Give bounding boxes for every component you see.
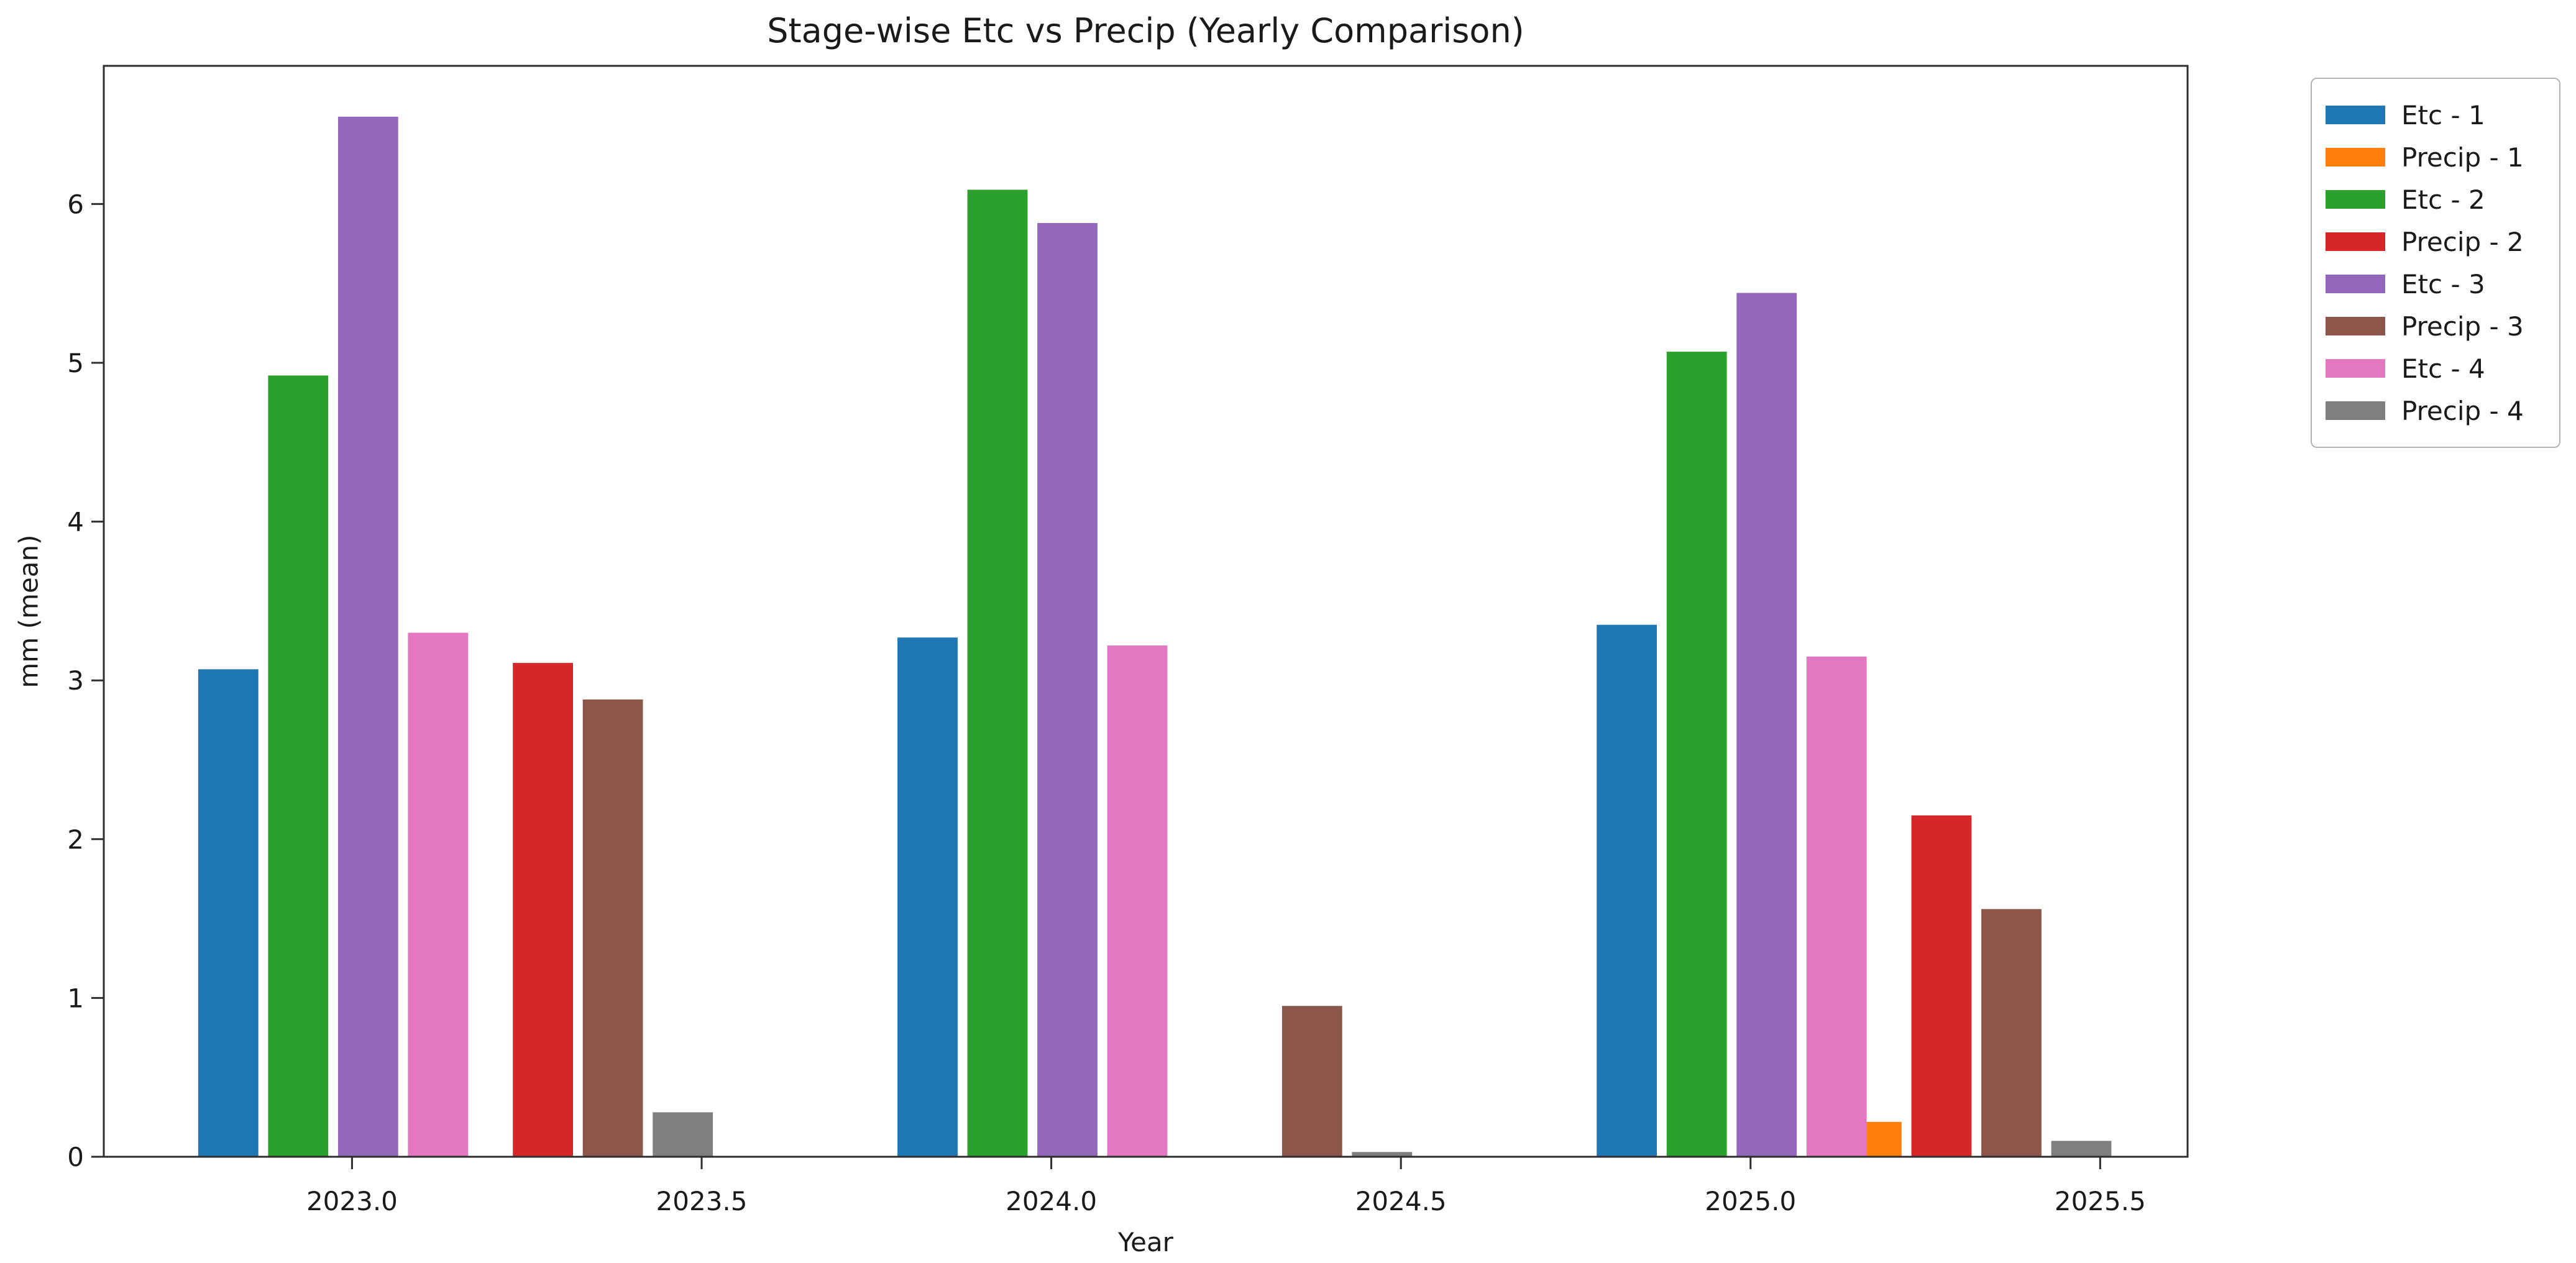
legend-item-precip-1: Precip - 1 (2326, 136, 2546, 178)
legend-label-etc-2: Etc - 2 (2401, 184, 2485, 215)
x-tick-label-2023.0: 2023.0 (306, 1186, 398, 1216)
bar-precip-2-2023 (513, 663, 573, 1157)
legend-item-precip-3: Precip - 3 (2326, 305, 2546, 347)
bar-precip-3-2023 (582, 699, 643, 1157)
x-tick-label-2024.5: 2024.5 (1355, 1186, 1447, 1216)
legend-swatch-precip-1 (2326, 148, 2385, 166)
y-tick-label-6: 6 (67, 189, 84, 219)
bar-etc-4-2025 (1806, 656, 1867, 1157)
y-tick-label-2: 2 (67, 824, 84, 855)
legend-label-precip-1: Precip - 1 (2401, 142, 2524, 173)
bar-etc-2-2025 (1666, 352, 1727, 1157)
y-tick-label-0: 0 (67, 1142, 84, 1172)
bar-etc-3-2024 (1037, 223, 1098, 1157)
legend-swatch-precip-2 (2326, 232, 2385, 251)
x-tick-label-2023.5: 2023.5 (656, 1186, 748, 1216)
legend-item-precip-4: Precip - 4 (2326, 390, 2546, 432)
legend-item-precip-2: Precip - 2 (2326, 221, 2546, 263)
legend: Etc - 1 Precip - 1 Etc - 2 Precip - 2 Etc - … (2311, 78, 2560, 448)
bar-etc-3-2025 (1736, 293, 1797, 1157)
bar-precip-3-2025 (1981, 909, 2042, 1157)
bar-etc-1-2025 (1597, 624, 1657, 1157)
legend-swatch-etc-1 (2326, 106, 2385, 124)
y-tick-label-3: 3 (67, 665, 84, 696)
legend-item-etc-3: Etc - 3 (2326, 263, 2546, 305)
x-tick-label-2025.5: 2025.5 (2055, 1186, 2146, 1216)
bar-etc-4-2023 (408, 632, 469, 1157)
legend-swatch-etc-4 (2326, 359, 2385, 378)
bar-etc-3-2023 (337, 116, 398, 1157)
legend-swatch-precip-4 (2326, 401, 2385, 420)
bar-etc-1-2023 (198, 669, 259, 1157)
bar-etc-2-2024 (967, 189, 1028, 1157)
y-tick-label-5: 5 (67, 348, 84, 378)
bar-etc-4-2024 (1107, 645, 1168, 1157)
legend-label-precip-2: Precip - 2 (2401, 226, 2524, 257)
y-tick-label-1: 1 (67, 983, 84, 1013)
legend-item-etc-1: Etc - 1 (2326, 94, 2546, 136)
bar-etc-2-2023 (268, 375, 329, 1157)
legend-item-etc-2: Etc - 2 (2326, 178, 2546, 221)
legend-label-etc-3: Etc - 3 (2401, 268, 2485, 299)
bar-precip-4-2025 (2051, 1141, 2112, 1157)
x-axis-label: Year (1118, 1227, 1173, 1257)
legend-swatch-precip-3 (2326, 317, 2385, 335)
bar-precip-3-2024 (1281, 1006, 1342, 1157)
legend-label-etc-1: Etc - 1 (2401, 99, 2485, 130)
legend-item-etc-4: Etc - 4 (2326, 347, 2546, 390)
legend-label-precip-3: Precip - 3 (2401, 311, 2524, 342)
y-tick-label-4: 4 (67, 507, 84, 537)
legend-label-etc-4: Etc - 4 (2401, 353, 2485, 384)
legend-label-precip-4: Precip - 4 (2401, 395, 2524, 426)
bar-precip-4-2024 (1352, 1152, 1413, 1157)
bar-precip-2-2025 (1911, 815, 1972, 1157)
bar-precip-4-2023 (653, 1112, 713, 1157)
chart-title: Stage-wise Etc vs Precip (Yearly Compari… (767, 11, 1524, 50)
x-tick-label-2025.0: 2025.0 (1705, 1186, 1796, 1216)
legend-swatch-etc-2 (2326, 190, 2385, 209)
bar-etc-1-2024 (897, 637, 958, 1157)
x-tick-label-2024.0: 2024.0 (1006, 1186, 1097, 1216)
y-axis-label: mm (mean) (13, 534, 44, 688)
legend-swatch-etc-3 (2326, 275, 2385, 293)
axes-spines (103, 65, 2189, 1158)
